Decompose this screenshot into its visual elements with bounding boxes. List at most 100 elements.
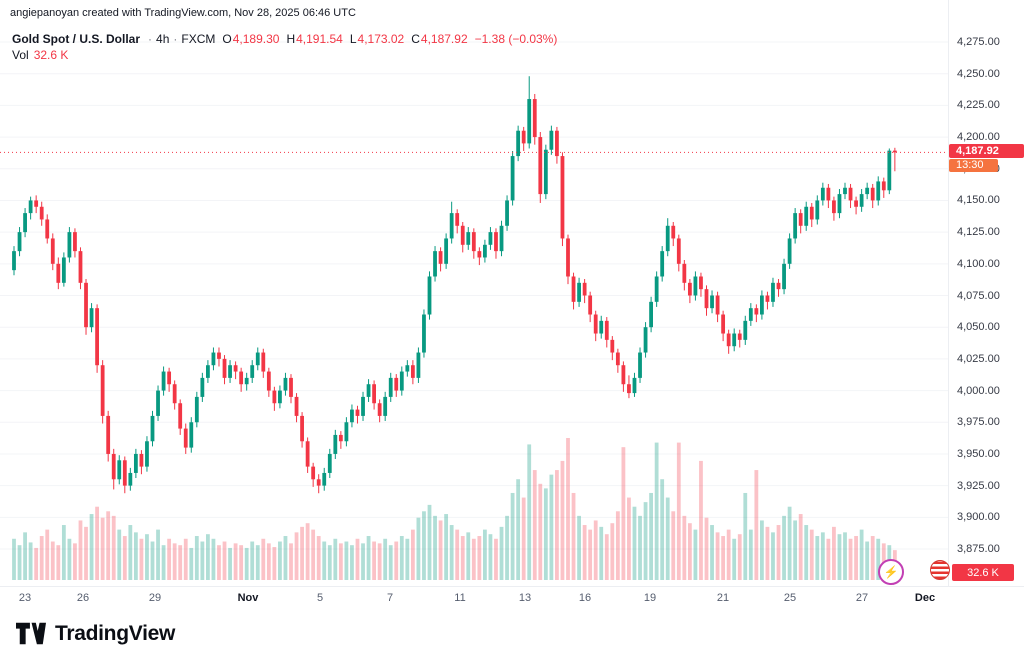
volume-bar xyxy=(338,543,343,580)
candle-body xyxy=(145,441,149,467)
close-label: C xyxy=(411,32,420,46)
volume-bar xyxy=(854,536,858,580)
volume-bar xyxy=(604,534,609,580)
candle-body xyxy=(39,206,44,220)
candle-body xyxy=(100,365,105,416)
candle-body xyxy=(95,308,99,366)
volume-bar xyxy=(566,438,570,580)
candle-body xyxy=(870,187,875,201)
volume-bar xyxy=(333,538,338,580)
volume-bar xyxy=(361,543,365,580)
volume-bar xyxy=(56,545,61,580)
time-tick-label: 19 xyxy=(643,592,657,604)
candle-body xyxy=(732,333,737,347)
high-label: H xyxy=(286,32,296,46)
tradingview-logo-icon[interactable] xyxy=(16,621,46,646)
open-value: 4,189.30 xyxy=(232,32,280,46)
volume-bar xyxy=(615,511,620,580)
candle-body xyxy=(593,314,598,334)
volume-bar xyxy=(649,492,653,580)
price-tick-label: 4,025.00 xyxy=(957,352,1000,365)
volume-bar xyxy=(350,545,354,580)
candle-body xyxy=(815,200,820,220)
last-price-badge: 4,187.92 xyxy=(949,144,1024,159)
price-tick-label: 3,950.00 xyxy=(957,447,1000,460)
candle-body xyxy=(266,371,271,391)
volume-bar xyxy=(687,523,692,580)
volume-bar xyxy=(471,538,476,580)
time-tick-label: 16 xyxy=(578,592,592,604)
volume-bar xyxy=(483,529,487,580)
volume-bar xyxy=(305,523,310,580)
candle-body xyxy=(394,377,399,391)
time-tick-label: 11 xyxy=(454,592,466,604)
volume-bar xyxy=(272,547,277,580)
volume-bar xyxy=(748,529,753,580)
volume-bar xyxy=(23,532,27,580)
candle-body xyxy=(516,130,521,157)
price-tick-label: 4,250.00 xyxy=(957,67,1000,80)
chart-canvas[interactable] xyxy=(0,0,1024,586)
candle-body xyxy=(881,181,886,191)
volume-bar xyxy=(438,520,443,580)
candle-body xyxy=(84,282,88,328)
time-axis[interactable]: 23 26 29 Nov 5 7 11 13 16 19 21 25 27 Dec xyxy=(0,586,1024,609)
candle-body xyxy=(649,301,653,328)
candle-body xyxy=(283,377,288,391)
volume-bar xyxy=(632,506,637,580)
candle-body xyxy=(693,276,698,296)
volume-bar xyxy=(289,543,293,580)
volume-bar xyxy=(217,545,221,580)
candle-body xyxy=(449,213,454,239)
volume-bar xyxy=(804,525,809,580)
price-tick-label: 4,050.00 xyxy=(957,321,1000,334)
candle-body xyxy=(12,251,16,271)
time-tick-label: 5 xyxy=(316,592,324,604)
interval-label[interactable]: 4h xyxy=(156,32,170,46)
volume-bar xyxy=(261,538,266,580)
candle-body xyxy=(460,225,465,245)
candle-body xyxy=(17,232,22,252)
candle-body xyxy=(499,225,504,252)
volume-bar xyxy=(122,536,127,580)
candle-body xyxy=(832,200,836,214)
chart-legend: Gold Spot / U.S. Dollar · 4h · FXCM O 4,… xyxy=(12,31,557,63)
volume-bar xyxy=(28,542,33,580)
candle-body xyxy=(244,377,249,385)
volume-bar xyxy=(372,541,376,580)
price-axis[interactable]: 4,275.004,250.004,225.004,200.004,175.00… xyxy=(948,0,1024,586)
candle-body xyxy=(156,390,160,416)
volume-bar xyxy=(820,532,825,580)
time-tick-label: 23 xyxy=(18,592,32,604)
candle-body xyxy=(372,384,376,404)
time-tick-label: Dec xyxy=(914,592,936,604)
volume-bar xyxy=(344,541,349,580)
candle-body xyxy=(133,453,138,473)
volume-bar xyxy=(809,529,814,580)
candle-body xyxy=(865,187,870,195)
candle-body xyxy=(122,460,127,486)
candle-body xyxy=(466,232,471,245)
volume-bar xyxy=(316,536,321,580)
candle-body xyxy=(172,384,177,404)
candle-body xyxy=(737,333,742,340)
candle-body xyxy=(665,225,670,252)
volume-bar xyxy=(699,460,703,580)
volume-bar xyxy=(366,536,371,580)
volume-bar xyxy=(239,545,244,580)
volume-bar xyxy=(117,529,122,580)
volume-bar xyxy=(410,529,415,580)
candle-body xyxy=(73,232,77,252)
price-tick-label: 4,200.00 xyxy=(957,131,1000,144)
candle-body xyxy=(699,276,703,290)
candle-body xyxy=(56,263,61,283)
volume-bar xyxy=(610,523,615,580)
volume-bar xyxy=(449,525,454,580)
symbol-title[interactable]: Gold Spot / U.S. Dollar xyxy=(12,32,141,46)
candle-body xyxy=(510,156,515,201)
volume-bar xyxy=(433,515,437,580)
brand-name[interactable]: TradingView xyxy=(55,621,176,645)
volume-bar xyxy=(161,545,166,580)
candle-body xyxy=(704,289,709,309)
price-tick-label: 4,275.00 xyxy=(957,36,1000,48)
